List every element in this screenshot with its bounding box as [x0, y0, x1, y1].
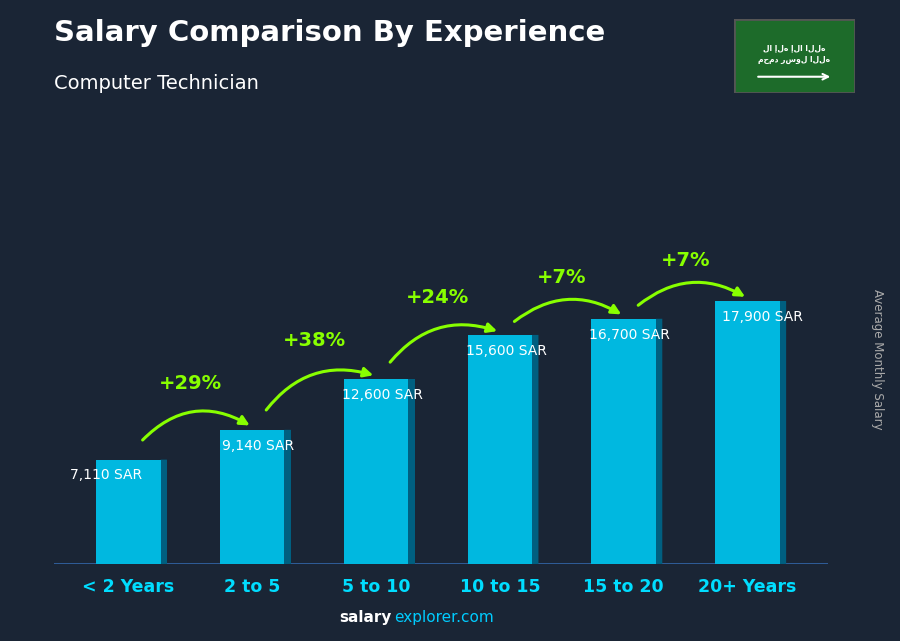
Bar [284, 430, 291, 564]
Bar [656, 319, 662, 564]
Polygon shape [284, 430, 291, 564]
Bar [409, 379, 415, 564]
Polygon shape [409, 379, 415, 564]
Text: 7,110 SAR: 7,110 SAR [70, 469, 142, 483]
Text: 9,140 SAR: 9,140 SAR [222, 438, 294, 453]
Bar [716, 301, 779, 564]
Text: +38%: +38% [283, 331, 346, 350]
Text: Average Monthly Salary: Average Monthly Salary [871, 288, 884, 429]
Bar [96, 460, 160, 564]
Text: لا إله إلا الله: لا إله إلا الله [763, 43, 825, 52]
Text: explorer.com: explorer.com [394, 610, 494, 625]
Bar [344, 379, 409, 564]
Bar [220, 430, 284, 564]
Text: +7%: +7% [661, 251, 710, 271]
Text: 15,600 SAR: 15,600 SAR [465, 344, 546, 358]
Text: +29%: +29% [158, 374, 221, 394]
Text: محمد رسول الله: محمد رسول الله [758, 55, 831, 64]
Bar [779, 301, 786, 564]
FancyArrowPatch shape [266, 369, 370, 410]
Text: 12,600 SAR: 12,600 SAR [342, 388, 423, 402]
Bar [160, 460, 166, 564]
FancyArrowPatch shape [142, 411, 247, 440]
FancyArrowPatch shape [638, 282, 742, 305]
Bar [532, 335, 538, 564]
Text: Salary Comparison By Experience: Salary Comparison By Experience [54, 19, 605, 47]
Polygon shape [532, 335, 538, 564]
Text: 17,900 SAR: 17,900 SAR [722, 310, 803, 324]
Text: salary: salary [339, 610, 392, 625]
Bar [591, 319, 656, 564]
Text: +7%: +7% [537, 268, 587, 287]
FancyArrowPatch shape [390, 324, 494, 362]
Polygon shape [656, 319, 662, 564]
Bar [468, 335, 532, 564]
Text: 16,700 SAR: 16,700 SAR [590, 328, 670, 342]
Text: +24%: +24% [406, 288, 470, 307]
Text: Computer Technician: Computer Technician [54, 74, 259, 93]
Polygon shape [160, 460, 166, 564]
Polygon shape [779, 301, 786, 564]
FancyArrowPatch shape [515, 299, 618, 321]
